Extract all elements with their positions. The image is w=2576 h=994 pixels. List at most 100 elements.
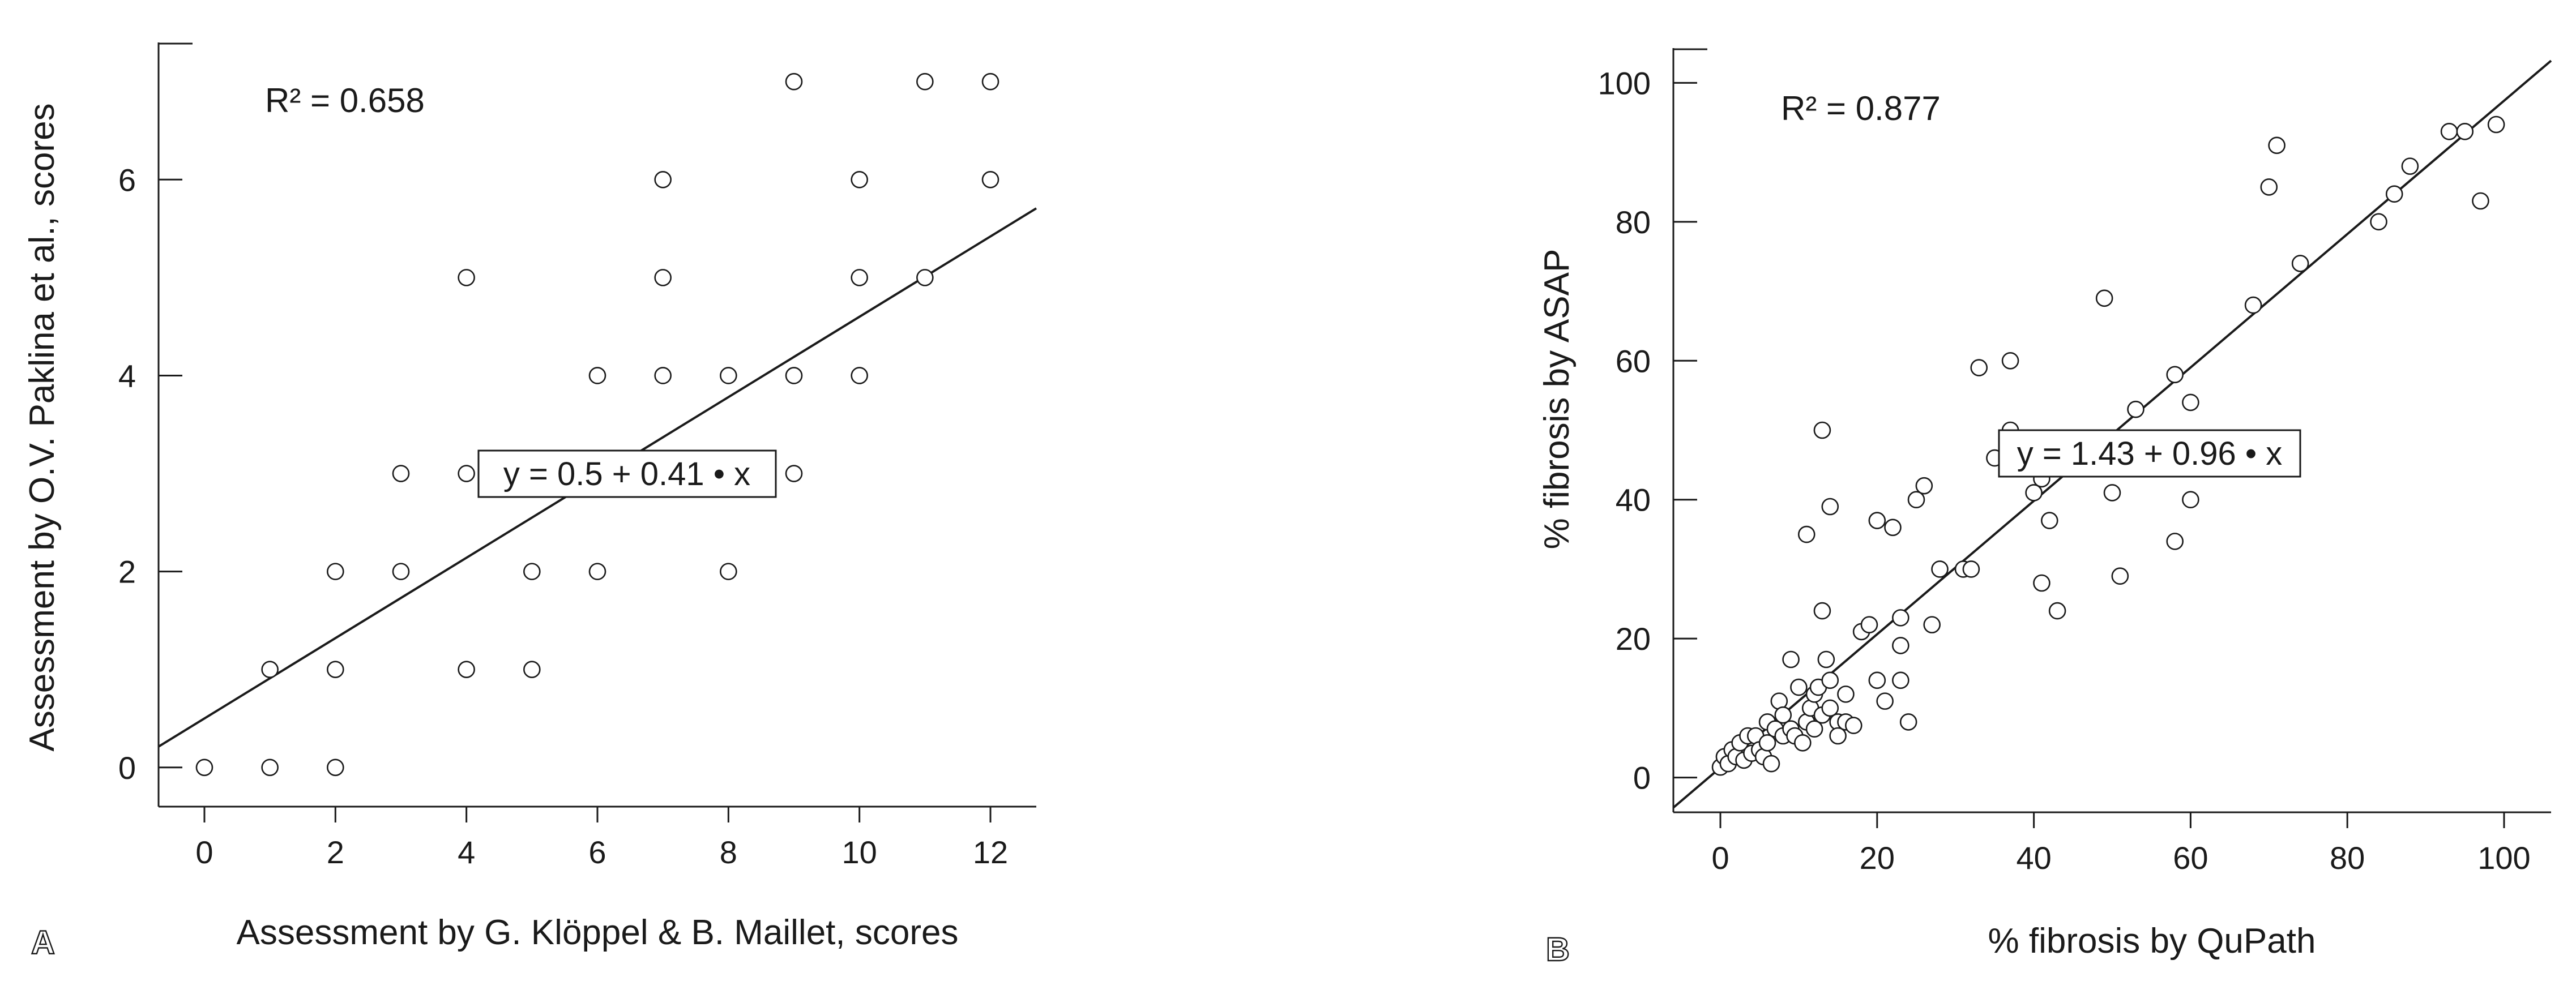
y-tick-label: 4 — [118, 358, 136, 393]
x-tick-label: 4 — [458, 834, 475, 870]
panel-letter-b: B — [1546, 931, 1570, 968]
data-point — [392, 465, 410, 482]
data-point — [1794, 734, 1812, 752]
y-tick-label: 20 — [1616, 621, 1651, 657]
data-point — [981, 72, 999, 91]
data-point — [1758, 734, 1776, 752]
data-point — [588, 367, 606, 384]
x-tick-label: 100 — [2477, 840, 2530, 876]
data-point — [1962, 560, 1980, 578]
data-point — [916, 269, 934, 286]
data-point — [1821, 498, 1839, 516]
x-tick-label: 6 — [588, 834, 606, 870]
data-point — [1790, 678, 1808, 696]
scatter-panel-a: 0 2 4 6 8 10 12 0 2 4 6 R² = 0.658 y = 0.5 + 0.41… — [23, 42, 1037, 962]
data-point — [2385, 185, 2403, 203]
x-tick-label: 0 — [195, 834, 213, 870]
data-point — [1907, 491, 1925, 509]
y-tick-label: 0 — [118, 750, 136, 786]
data-point — [1762, 755, 1780, 773]
data-point — [1899, 713, 1917, 731]
x-tick-label: 2 — [327, 834, 344, 870]
data-point — [392, 563, 410, 580]
data-point — [2111, 567, 2129, 585]
data-point — [523, 563, 541, 580]
data-point — [2401, 157, 2419, 175]
panel-letter-a: A — [31, 924, 55, 961]
data-point — [1821, 699, 1839, 717]
data-point — [1813, 421, 1831, 439]
x-axis-title: % fibrosis by QuPath — [1988, 922, 2316, 961]
data-point — [720, 367, 737, 384]
equation-box — [1998, 429, 2301, 478]
data-point — [851, 171, 868, 188]
y-tick-label: 80 — [1616, 204, 1651, 240]
x-tick-label: 10 — [842, 834, 877, 870]
y-tick-label: 2 — [118, 554, 136, 590]
data-point — [1837, 685, 1855, 703]
x-axis-title: Assessment by G. Klöppel & B. Maillet, s… — [237, 913, 959, 952]
data-point — [1915, 477, 1933, 495]
y-tick-label: 40 — [1616, 482, 1651, 518]
data-point — [2244, 296, 2262, 314]
data-point — [2166, 533, 2184, 550]
data-point — [1813, 602, 1831, 620]
x-tick-label: 20 — [1860, 840, 1895, 876]
data-point — [1931, 560, 1949, 578]
data-point — [2095, 289, 2113, 307]
data-point — [2166, 366, 2184, 384]
data-point — [261, 759, 279, 777]
data-point — [2260, 178, 2278, 196]
y-axis-title: Assessment by O.V. Paklina et al., score… — [23, 103, 62, 751]
data-points — [195, 72, 999, 777]
data-point — [2048, 602, 2066, 620]
y-tick-label: 6 — [118, 162, 136, 198]
x-tick-label: 0 — [1711, 840, 1729, 876]
data-point — [2001, 352, 2019, 370]
data-point — [2127, 400, 2144, 418]
data-point — [2103, 484, 2121, 502]
data-point — [2040, 512, 2058, 529]
data-point — [1923, 616, 1941, 633]
data-point — [2033, 574, 2050, 592]
x-tick-label: 40 — [2016, 840, 2051, 876]
data-point — [2182, 491, 2199, 509]
data-point — [1892, 609, 1909, 627]
data-point — [195, 759, 213, 777]
data-point — [1845, 717, 1862, 734]
data-point — [785, 72, 803, 91]
data-point — [261, 661, 279, 678]
data-point — [458, 465, 475, 482]
data-point — [851, 367, 868, 384]
r-squared-label: R² = 0.658 — [265, 82, 425, 119]
data-point — [654, 269, 672, 286]
data-point — [1797, 525, 1815, 543]
equation-box — [477, 449, 777, 498]
data-point — [654, 171, 672, 188]
scatter-panel-b: 0 20 40 60 80 100 0 20 40 60 80 100 R² = 0.877 y =… — [1537, 48, 2552, 969]
data-point — [458, 269, 475, 286]
data-point — [1892, 637, 1909, 654]
data-point — [588, 563, 606, 580]
data-point — [327, 759, 344, 777]
data-point — [1892, 671, 1909, 689]
data-point — [654, 367, 672, 384]
data-point — [2472, 192, 2489, 210]
x-tick-label: 80 — [2330, 840, 2365, 876]
x-tick-label: 60 — [2173, 840, 2208, 876]
y-ticks: 0 2 4 6 — [118, 162, 182, 786]
data-point — [1817, 650, 1835, 669]
y-tick-label: 60 — [1616, 343, 1651, 379]
data-points — [1711, 115, 2505, 776]
data-point — [2440, 122, 2458, 140]
data-point — [981, 171, 999, 188]
data-point — [1829, 727, 1847, 745]
data-point — [851, 269, 868, 286]
data-point — [1860, 616, 1878, 633]
data-point — [1970, 359, 1988, 376]
data-point — [2456, 122, 2474, 140]
data-point — [2370, 213, 2387, 231]
equation-label: y = 1.43 + 0.96 • x — [2017, 435, 2283, 472]
equation-label: y = 0.5 + 0.41 • x — [503, 456, 750, 492]
